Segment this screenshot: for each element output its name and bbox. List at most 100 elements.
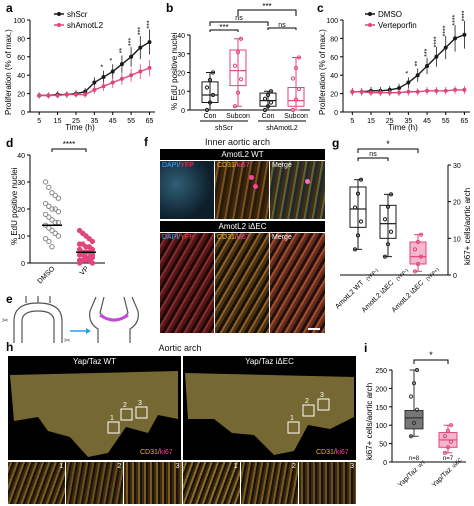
data-point — [411, 381, 417, 386]
sig-star: *** — [146, 20, 153, 28]
data-point — [434, 54, 439, 59]
data-point — [52, 192, 58, 199]
category-label: AmotL2 iΔEC — [391, 279, 426, 314]
scissors-icon: ✂ — [64, 336, 71, 345]
y-tick-label: 100 — [326, 18, 338, 25]
arrow-head — [86, 328, 91, 334]
data-point — [42, 211, 49, 218]
h-inset-wt-2: 2 — [66, 462, 124, 504]
x-tick-label: 15 — [367, 118, 375, 125]
data-point — [378, 90, 383, 95]
data-point — [207, 77, 213, 83]
h-right-arch — [185, 373, 354, 455]
h-right-inset-1: 1 — [290, 415, 294, 422]
x-tick-label: 35 — [404, 118, 412, 125]
sig-bracket — [267, 27, 297, 30]
x-tick-label: 65 — [460, 118, 468, 125]
y-tick-label: 60 — [17, 55, 25, 62]
data-point — [448, 439, 454, 444]
sig-bracket — [237, 9, 297, 16]
data-point — [42, 236, 49, 242]
data-point — [385, 204, 391, 209]
data-point — [204, 85, 210, 90]
panel-b-label: b — [166, 1, 173, 15]
data-point — [42, 200, 49, 207]
data-point — [443, 88, 448, 93]
data-point — [290, 107, 296, 113]
h-inset-wt-3: 3 — [124, 462, 182, 504]
panel-b-ylabel: % EdU positive nuclei — [170, 32, 179, 110]
data-point — [46, 203, 52, 210]
data-point — [207, 100, 213, 105]
box — [404, 409, 424, 430]
sig-star: * — [110, 58, 117, 61]
f-r2-ch3: Merge — [272, 234, 292, 241]
data-point — [46, 214, 52, 220]
f-r1-ch3: Merge — [272, 162, 292, 169]
x-tick-label: 5 — [37, 118, 41, 125]
data-point — [46, 93, 51, 98]
group-label: shAmotL2 — [266, 125, 298, 132]
f-r2-ch2: CD31/ki67 — [217, 234, 250, 241]
f-r2-cd31-ki67 — [215, 233, 269, 333]
data-point — [119, 76, 124, 81]
data-point — [238, 36, 244, 41]
panel-d-label: d — [6, 136, 13, 150]
h-left-inset-2: 2 — [123, 402, 127, 409]
f-r2-ch1: DAPI/YFP — [162, 234, 194, 241]
data-point — [204, 107, 210, 113]
data-point — [406, 80, 411, 85]
y-tick-label: 20 — [330, 92, 338, 99]
panel-i: i ki67+ cells/aortic arch 0 50 100 150 200 25… — [364, 341, 466, 489]
y-tick-label: 40 — [17, 73, 25, 80]
category-sup: WT — [417, 460, 427, 470]
data-point — [369, 90, 374, 95]
data-point — [415, 73, 420, 78]
data-point — [462, 87, 467, 92]
h-left-inset-1: 1 — [110, 415, 114, 422]
panel-c-xlabel: Time (h) — [388, 123, 418, 132]
panel-a-xlabel: Time (h) — [65, 123, 95, 132]
legend-dmso: DMSO — [378, 10, 402, 19]
h-inset-strip: 1 2 3 1 2 3 — [8, 462, 357, 504]
data-point — [55, 219, 62, 226]
y-tick-label: 0 — [334, 110, 338, 117]
panel-f: f Inner aortic arch AmotL2 WT DAPI/YFP C… — [144, 135, 325, 340]
x-tick-label: 35 — [90, 118, 98, 125]
category-label: VP — [79, 265, 91, 277]
data-point — [387, 90, 392, 95]
sig-bracket — [413, 359, 449, 364]
f-r1-cd31-ki67 — [215, 161, 269, 219]
data-point — [138, 69, 143, 74]
ki67-dot — [249, 175, 254, 180]
h-inset-ko-1: 1 — [182, 462, 240, 504]
y-tick-label: 30 — [17, 180, 25, 187]
h-inset-boxes — [107, 398, 330, 434]
h-left-header: Yap/Taz WT — [8, 356, 181, 367]
h-inset-ko-2: 2 — [240, 462, 298, 504]
data-point — [238, 77, 244, 82]
category-label: Yap/Taz — [431, 466, 454, 489]
y-tick-label: 250 — [375, 368, 387, 375]
panel-a-legend: shScr shAmotL2 — [54, 10, 104, 30]
f-r2-merge — [270, 233, 325, 333]
sig-bracket — [51, 148, 87, 152]
box — [349, 186, 367, 228]
scale-bar — [308, 328, 320, 330]
y-tick-label: 20 — [17, 207, 25, 214]
panel-c-label: c — [317, 1, 324, 15]
data-point — [414, 407, 420, 412]
y-tick-label: 0 — [21, 261, 25, 268]
data-point — [232, 104, 238, 109]
panel-a-label: a — [6, 1, 13, 15]
y-tick-label: 50 — [379, 442, 387, 449]
panel-c: c Proliferation (% of max.) 0 20 40 60 80 100… — [317, 1, 470, 132]
h-whole-mounts: 1 2 3 1 2 3 — [8, 367, 356, 460]
data-point — [388, 229, 394, 234]
sig-star: **** — [443, 25, 450, 36]
panel-d-ylabel: % EdU positive nuclei — [10, 167, 19, 245]
sig-bracket — [357, 148, 419, 153]
x-tick-label: 5 — [350, 118, 354, 125]
